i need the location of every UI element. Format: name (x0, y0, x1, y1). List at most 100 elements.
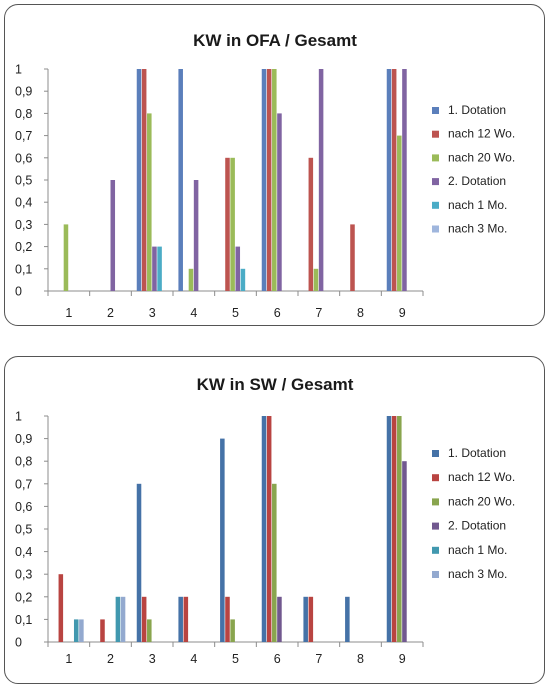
y-tick-label: 0,7 (15, 129, 32, 143)
bar (152, 246, 157, 291)
bar (220, 438, 225, 642)
bar (136, 69, 142, 291)
bar (157, 246, 162, 291)
bar (266, 69, 272, 291)
bar (230, 157, 235, 291)
bar (225, 596, 230, 642)
legend-swatch (432, 571, 439, 578)
x-tick-label: 2 (107, 306, 114, 320)
bar (188, 268, 194, 291)
bar (272, 69, 277, 291)
bar (277, 113, 282, 292)
chart-panel-ofa: KW in OFA / Gesamt 0 0,1 0,2 0,3 0,4 0,5 0,6 0,7… (4, 4, 545, 326)
bar (402, 461, 407, 642)
bar (350, 224, 355, 291)
bar (73, 619, 79, 642)
bar (79, 619, 84, 642)
x-tick-label: 6 (274, 652, 281, 666)
y-tick-label: 0,9 (15, 85, 32, 99)
bar (183, 596, 189, 642)
legend-label: nach 3 Mo. (448, 222, 507, 236)
x-tick-label: 8 (357, 652, 364, 666)
bar (345, 596, 350, 642)
legend-swatch (432, 225, 439, 233)
x-tick-label: 6 (274, 306, 281, 320)
x-tick-label: 9 (399, 652, 406, 666)
x-tick-label: 9 (399, 306, 406, 320)
x-tick-label: 1 (65, 652, 72, 666)
bar (240, 268, 246, 291)
bar (235, 246, 241, 291)
legend-label: nach 1 Mo. (448, 543, 507, 557)
bar (318, 69, 324, 291)
bar (58, 574, 64, 642)
bar (261, 416, 267, 642)
legend-swatch (432, 474, 439, 482)
bar (120, 596, 126, 642)
y-tick-label: 0,7 (15, 477, 32, 491)
bar (397, 416, 402, 642)
y-tick-label: 0 (15, 636, 22, 650)
y-tick-label: 0,1 (15, 262, 32, 276)
bar (230, 619, 235, 642)
bar (386, 416, 392, 642)
y-tick-label: 0,4 (15, 545, 32, 559)
x-tick-label: 4 (190, 652, 197, 666)
bar (313, 268, 319, 291)
x-tick-label: 7 (315, 306, 322, 320)
bar (225, 157, 230, 291)
legend-label: nach 20 Wo. (448, 494, 515, 508)
bar (147, 113, 152, 292)
bar (308, 157, 314, 291)
legend-swatch (432, 498, 439, 506)
bar (147, 619, 152, 642)
bar (178, 596, 183, 642)
y-tick-label: 0,3 (15, 218, 32, 232)
legend-swatch (432, 201, 439, 209)
chart-title: KW in OFA / Gesamt (193, 31, 357, 50)
bar (386, 69, 392, 291)
chart-ofa: KW in OFA / Gesamt 0 0,1 0,2 0,3 0,4 0,5 0,6 0,7… (15, 31, 515, 320)
legend-swatch (432, 522, 439, 530)
y-tick-label: 0,3 (15, 568, 32, 582)
chart-panel-sw: KW in SW / Gesamt 0 0,1 0,2 0,3 0,4 0,5 0,6 0,7 0… (4, 356, 545, 684)
legend-label: 1. Dotation (448, 446, 506, 460)
bar (193, 180, 199, 291)
bar (308, 596, 314, 642)
legend-swatch (432, 450, 439, 457)
y-tick-label: 0,2 (15, 590, 32, 604)
y-tick-label: 0,4 (15, 196, 32, 210)
y-tick-label: 0,6 (15, 151, 32, 165)
x-tick-label: 5 (232, 652, 239, 666)
legend-swatch (432, 154, 439, 162)
legend-label: 2. Dotation (448, 174, 506, 188)
y-tick-label: 0,6 (15, 500, 32, 514)
chart-sw: KW in SW / Gesamt 0 0,1 0,2 0,3 0,4 0,5 0,6 0,7 0… (15, 375, 515, 666)
legend-label: nach 3 Mo. (448, 567, 507, 581)
y-tick-label: 0,8 (15, 107, 32, 121)
legend-swatch (432, 178, 439, 186)
y-tick-label: 1 (15, 410, 22, 424)
legend-label: nach 1 Mo. (448, 198, 507, 212)
bar (63, 224, 69, 291)
y-tick-label: 0 (15, 285, 22, 299)
x-tick-label: 1 (65, 306, 72, 320)
y-tick-label: 0,5 (15, 174, 32, 188)
bar (272, 483, 277, 642)
bar (261, 69, 267, 291)
bar (397, 135, 402, 291)
bar (391, 69, 397, 291)
y-tick-label: 0,8 (15, 455, 32, 469)
x-tick-label: 3 (149, 652, 156, 666)
bar (266, 416, 272, 642)
x-tick-label: 2 (107, 652, 114, 666)
legend-label: nach 20 Wo. (448, 150, 515, 164)
bar (115, 596, 121, 642)
legend-label: 1. Dotation (448, 103, 506, 117)
legend-swatch (432, 107, 439, 114)
bar (303, 596, 308, 642)
y-tick-label: 0,2 (15, 240, 32, 254)
y-tick-label: 0,1 (15, 613, 32, 627)
bar (141, 69, 147, 291)
bar (136, 483, 142, 642)
